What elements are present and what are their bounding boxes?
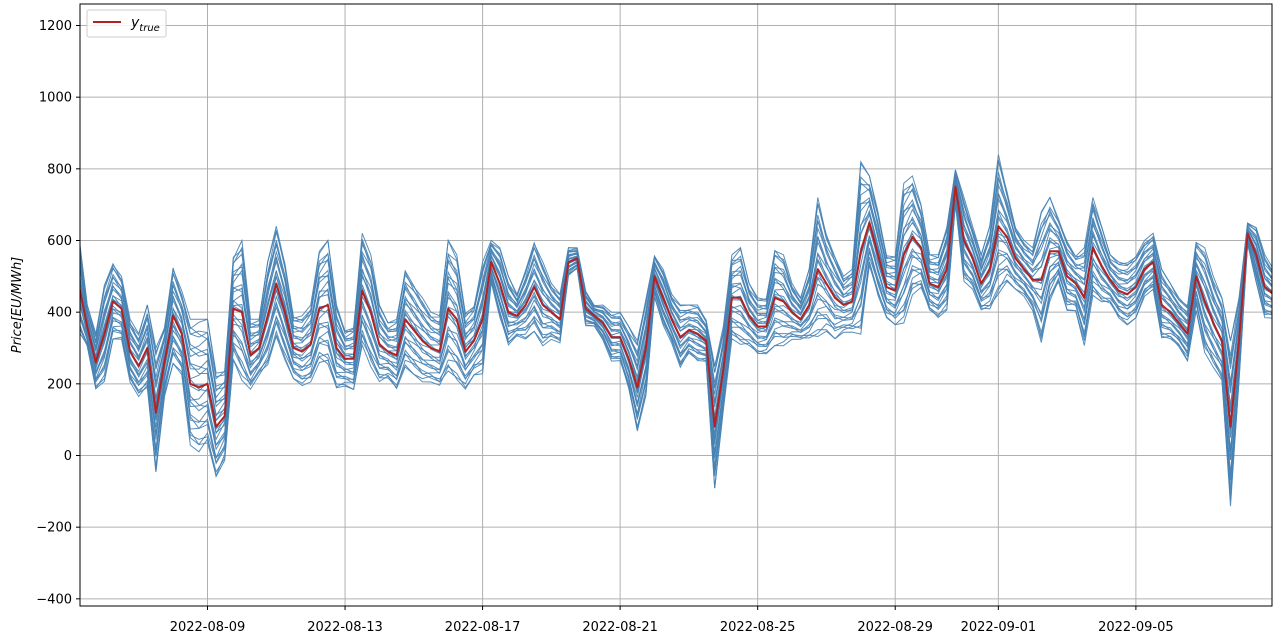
ensemble-sample-line — [80, 171, 1272, 392]
y-tick-label: 200 — [47, 377, 72, 392]
x-tick-label: 2022-08-25 — [720, 620, 796, 634]
ensemble-sample-line — [80, 198, 1272, 490]
ensemble-sample-line — [80, 189, 1272, 439]
ensemble-sample-line — [80, 193, 1272, 481]
x-tick-label: 2022-08-09 — [170, 620, 246, 634]
legend: ytrue — [86, 9, 167, 38]
y-axis-ticks: −400 −200 0 200 400 600 800 1000 1200 — [36, 19, 80, 607]
ensemble-sample-line — [80, 188, 1272, 453]
x-tick-label: 2022-09-01 — [961, 620, 1037, 634]
ensemble-sample-line — [80, 203, 1272, 500]
ensemble-sample-line — [80, 197, 1272, 481]
ensemble-sample-line — [80, 184, 1272, 423]
ensemble-sample-line — [80, 203, 1272, 501]
ensemble-sample-line — [80, 177, 1272, 408]
y-tick-label: −400 — [36, 592, 72, 607]
y-tick-label: 1000 — [39, 91, 72, 106]
ensemble-sample-line — [80, 186, 1272, 425]
ensemble-sample-line — [80, 154, 1272, 374]
plot-frame — [79, 3, 1273, 607]
true-series — [80, 185, 1272, 428]
ensemble-sample-line — [80, 183, 1272, 422]
ensemble-sample-line — [80, 195, 1272, 459]
y-tick-label: 0 — [64, 449, 72, 464]
x-axis-ticks: 2022-08-09 2022-08-13 2022-08-17 2022-08-21… — [170, 606, 1174, 634]
y-tick-label: 400 — [47, 306, 72, 321]
x-tick-label: 2022-09-05 — [1098, 620, 1174, 634]
true-series-line — [80, 185, 1272, 428]
x-tick-label: 2022-08-17 — [445, 620, 521, 634]
forecast-ensemble — [80, 154, 1272, 507]
ensemble-sample-line — [80, 181, 1272, 408]
legend-box — [86, 9, 167, 38]
legend-label-y-true: ytrue — [130, 15, 160, 34]
ensemble-sample-line — [80, 179, 1272, 418]
ensemble-sample-line — [80, 199, 1272, 507]
ensemble-sample-line — [80, 160, 1272, 378]
y-tick-label: −200 — [36, 521, 72, 536]
x-tick-label: 2022-08-29 — [857, 620, 933, 634]
ensemble-sample-line — [80, 185, 1272, 438]
x-tick-label: 2022-08-21 — [582, 620, 658, 634]
y-tick-label: 1200 — [39, 19, 72, 34]
y-tick-label: 600 — [47, 234, 72, 249]
y-axis-label: Price[EU/MWh] — [10, 257, 25, 354]
ensemble-sample-line — [80, 200, 1272, 477]
y-tick-label: 800 — [47, 162, 72, 177]
ensemble-sample-line — [80, 194, 1272, 460]
ensemble-sample-line — [80, 191, 1272, 460]
x-tick-label: 2022-08-13 — [307, 620, 383, 634]
ensemble-sample-line — [80, 174, 1272, 399]
